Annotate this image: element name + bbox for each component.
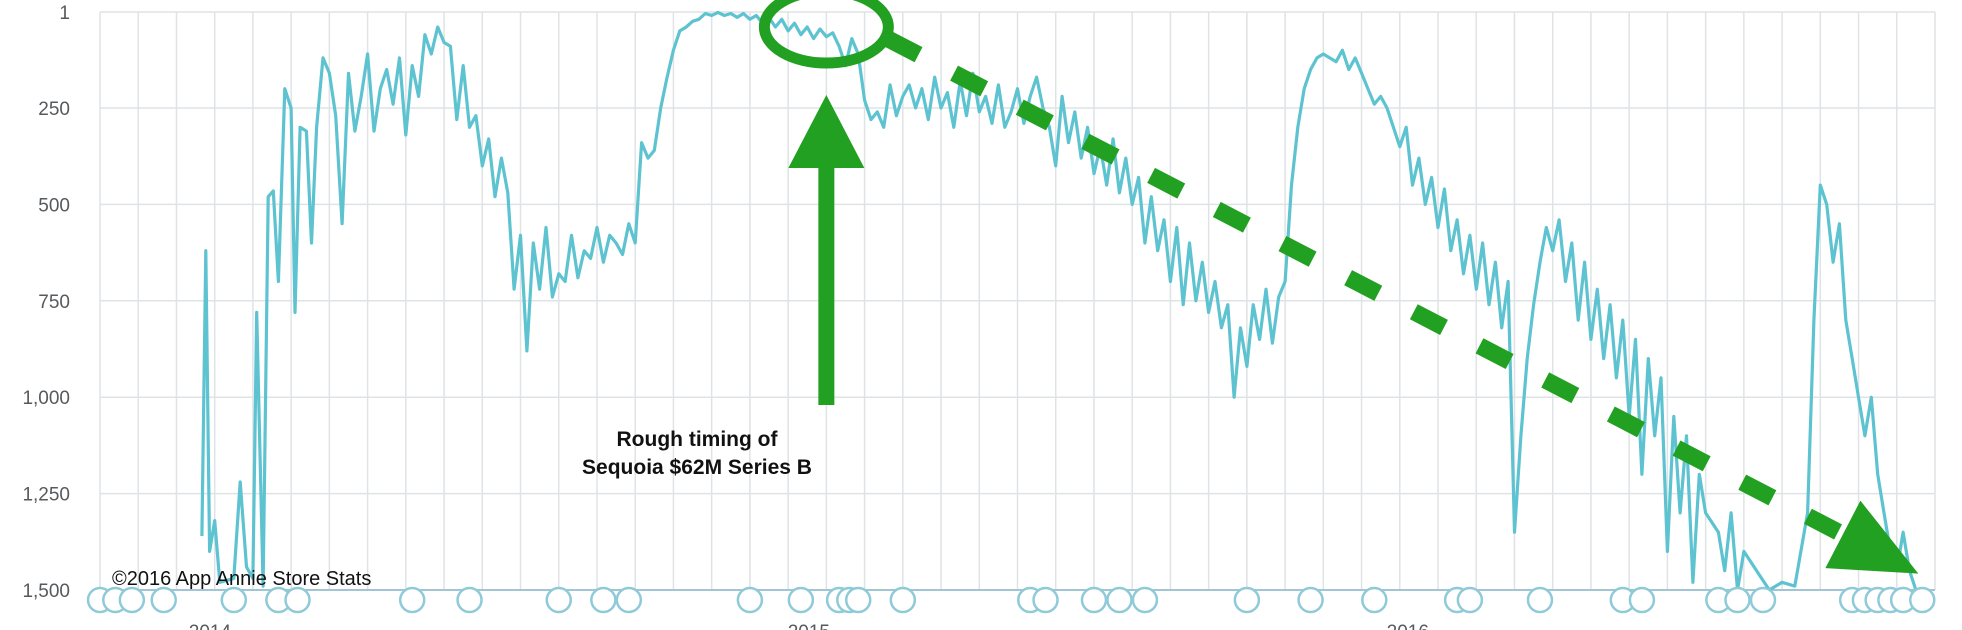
event-marker-icon[interactable]	[1106, 586, 1133, 614]
trend-arrow-head	[1825, 500, 1919, 574]
event-marker-icon[interactable]	[1456, 586, 1484, 614]
event-marker-icon[interactable]	[1032, 586, 1059, 614]
y-tick-label: 1,000	[22, 388, 70, 409]
event-markers	[86, 586, 1936, 614]
event-marker-icon[interactable]	[456, 586, 483, 614]
highlight-circle	[758, 0, 894, 69]
x-tick-label: 2014	[189, 622, 232, 630]
event-marker-icon[interactable]	[844, 586, 872, 614]
x-tick-label: 2016	[1387, 622, 1429, 630]
event-marker-icon[interactable]	[590, 586, 617, 614]
annotation-layer: Rough timing of Sequoia $62M Series B	[582, 0, 1919, 574]
event-marker-icon[interactable]	[736, 586, 764, 614]
y-axis: 1 250 500 750 1,000 1,250 1,500	[22, 3, 70, 602]
y-tick-label: 500	[38, 195, 70, 216]
event-marker-icon[interactable]	[398, 586, 426, 614]
annotation-line-2: Sequoia $62M Series B	[582, 456, 812, 479]
event-marker-icon[interactable]	[1297, 586, 1324, 614]
chart-grid	[99, 11, 1936, 591]
y-tick-label: 1,500	[22, 581, 70, 602]
y-tick-label: 1	[59, 3, 70, 24]
x-tick-label: 2015	[788, 622, 830, 630]
event-marker-icon[interactable]	[1724, 586, 1751, 614]
event-marker-icon[interactable]	[1361, 586, 1388, 614]
y-tick-label: 750	[38, 292, 70, 313]
event-marker-icon[interactable]	[1080, 586, 1108, 614]
event-marker-icon[interactable]	[1526, 586, 1554, 614]
event-marker-icon[interactable]	[1909, 586, 1936, 614]
event-marker-icon[interactable]	[545, 586, 572, 614]
up-arrow-shaft	[818, 165, 835, 405]
event-marker-icon[interactable]	[787, 586, 815, 614]
event-marker-icon[interactable]	[889, 586, 917, 614]
event-marker-icon[interactable]	[1749, 586, 1777, 614]
y-tick-label: 1,250	[22, 485, 70, 506]
event-marker-icon[interactable]	[1233, 586, 1261, 614]
up-arrow-head	[788, 95, 865, 168]
trend-arrow-dashed-line	[884, 31, 1892, 565]
event-marker-icon[interactable]	[1628, 586, 1656, 614]
series-layer	[200, 10, 1918, 592]
event-marker-icon[interactable]	[284, 586, 311, 614]
event-marker-icon[interactable]	[1131, 586, 1159, 614]
x-axis: 2014 2015 2016	[189, 622, 1429, 630]
event-marker-icon[interactable]	[150, 586, 177, 614]
y-tick-label: 250	[38, 99, 70, 120]
annotation-line-1: Rough timing of	[617, 428, 779, 451]
event-marker-icon[interactable]	[615, 586, 643, 614]
copyright-text: ©2016 App Annie Store Stats	[112, 568, 371, 590]
event-marker-icon[interactable]	[118, 586, 146, 614]
series-line	[200, 10, 1918, 592]
event-marker-icon[interactable]	[220, 586, 248, 614]
